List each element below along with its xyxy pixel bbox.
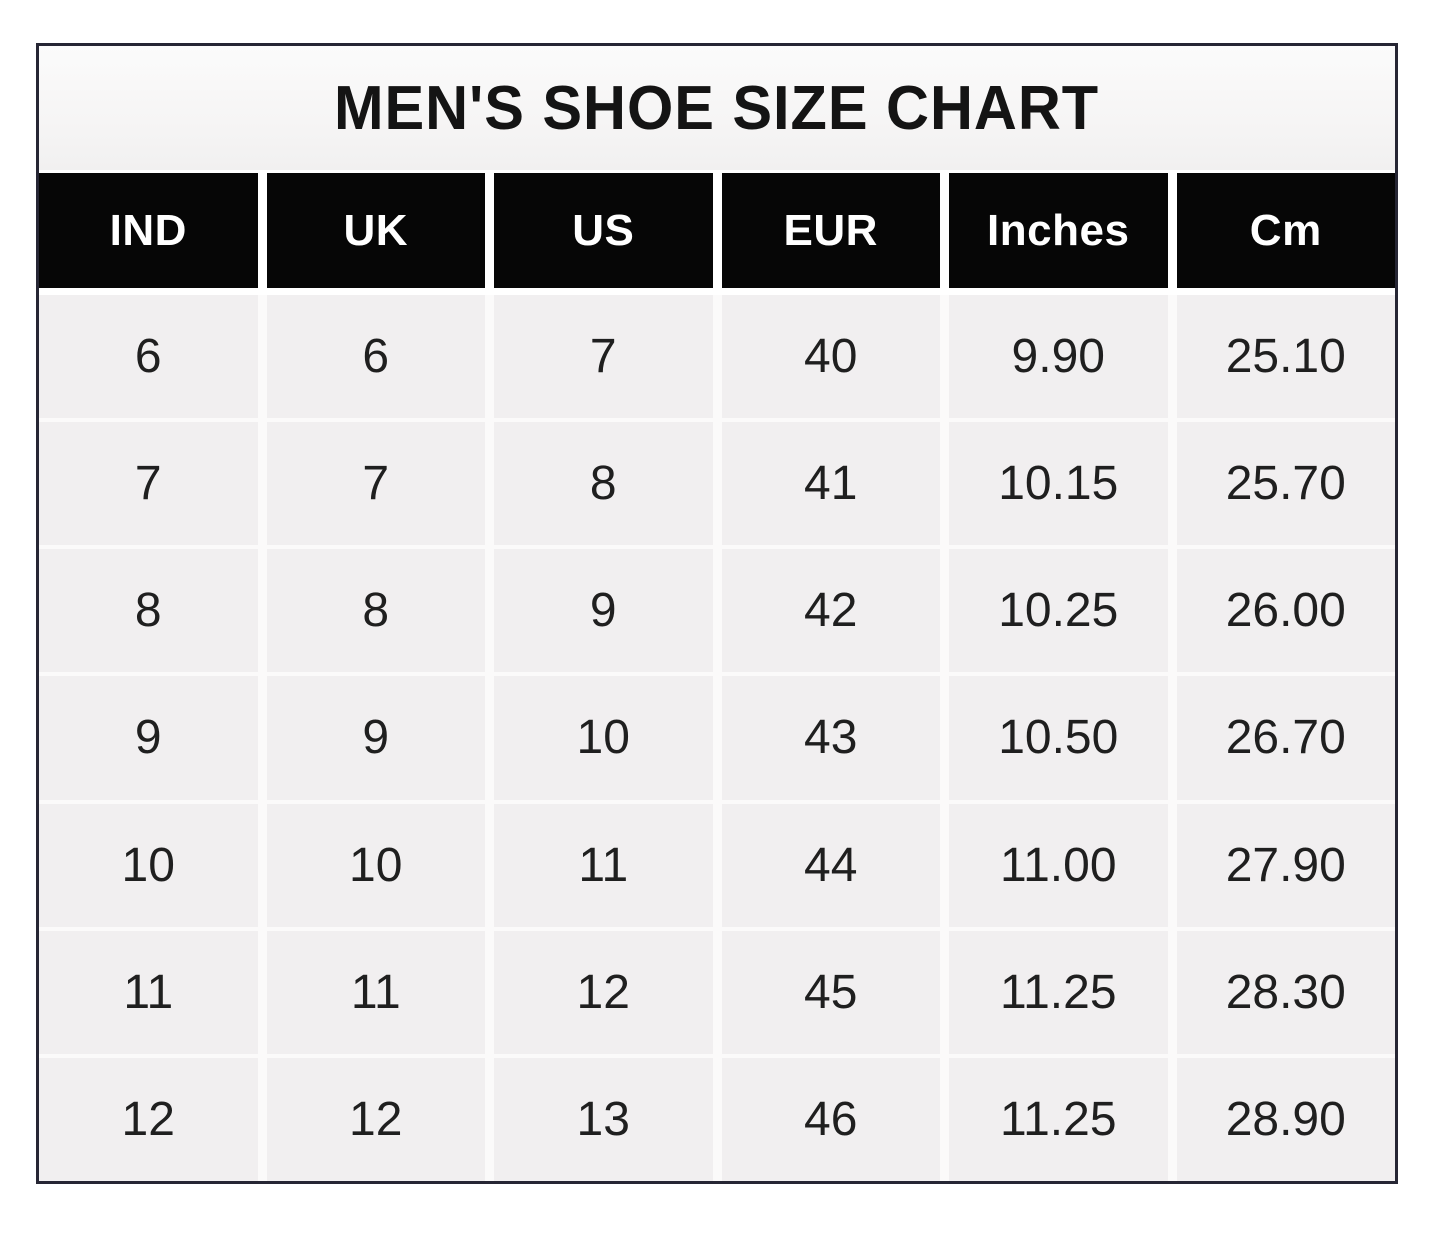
size-cell: 10 xyxy=(39,803,258,927)
size-cell: 45 xyxy=(721,930,940,1054)
size-cell: 40 xyxy=(721,295,940,419)
size-cell: 10 xyxy=(266,803,485,927)
size-cell: 8 xyxy=(494,422,713,546)
size-cell: 6 xyxy=(39,295,258,419)
size-cell: 11 xyxy=(39,930,258,1054)
size-cell: 9.90 xyxy=(949,295,1168,419)
shoe-size-chart: MEN'S SHOE SIZE CHART IND UK US EUR Inches Cm… xyxy=(36,43,1398,1184)
column-header-us: US xyxy=(494,173,713,288)
size-cell: 28.30 xyxy=(1176,930,1395,1054)
column-header-uk: UK xyxy=(266,173,485,288)
size-cell: 11.25 xyxy=(949,1057,1168,1181)
header-row: IND UK US EUR Inches Cm xyxy=(39,170,1395,295)
size-cell: 12 xyxy=(39,1057,258,1181)
size-cell: 25.10 xyxy=(1176,295,1395,419)
size-cell: 11.25 xyxy=(949,930,1168,1054)
size-cell: 26.00 xyxy=(1176,549,1395,673)
size-cell: 7 xyxy=(39,422,258,546)
column-header-cm: Cm xyxy=(1176,173,1395,288)
size-cell: 27.90 xyxy=(1176,803,1395,927)
size-cell: 12 xyxy=(494,930,713,1054)
size-cell: 10 xyxy=(494,676,713,800)
size-cell: 10.15 xyxy=(949,422,1168,546)
size-cell: 10.50 xyxy=(949,676,1168,800)
size-cell: 12 xyxy=(266,1057,485,1181)
title-band: MEN'S SHOE SIZE CHART xyxy=(39,46,1395,170)
size-cell: 7 xyxy=(266,422,485,546)
size-cell: 42 xyxy=(721,549,940,673)
size-cell: 46 xyxy=(721,1057,940,1181)
size-cell: 25.70 xyxy=(1176,422,1395,546)
column-header-ind: IND xyxy=(39,173,258,288)
size-cell: 41 xyxy=(721,422,940,546)
size-cell: 10.25 xyxy=(949,549,1168,673)
page-title: MEN'S SHOE SIZE CHART xyxy=(334,73,1100,143)
size-cell: 6 xyxy=(266,295,485,419)
column-header-inches: Inches xyxy=(949,173,1168,288)
size-cell: 9 xyxy=(494,549,713,673)
size-cell: 11 xyxy=(266,930,485,1054)
size-cell: 11 xyxy=(494,803,713,927)
size-cell: 9 xyxy=(39,676,258,800)
size-cell: 8 xyxy=(39,549,258,673)
size-cell: 9 xyxy=(266,676,485,800)
size-cell: 13 xyxy=(494,1057,713,1181)
size-cell: 7 xyxy=(494,295,713,419)
size-cell: 8 xyxy=(266,549,485,673)
size-cell: 11.00 xyxy=(949,803,1168,927)
size-cell: 43 xyxy=(721,676,940,800)
size-cell: 44 xyxy=(721,803,940,927)
size-cell: 28.90 xyxy=(1176,1057,1395,1181)
size-cell: 26.70 xyxy=(1176,676,1395,800)
size-table-body: 6 6 7 40 9.90 25.10 7 7 8 41 10.15 25.70 8 8 9 42 10.25 2… xyxy=(39,295,1395,1181)
column-header-eur: EUR xyxy=(721,173,940,288)
